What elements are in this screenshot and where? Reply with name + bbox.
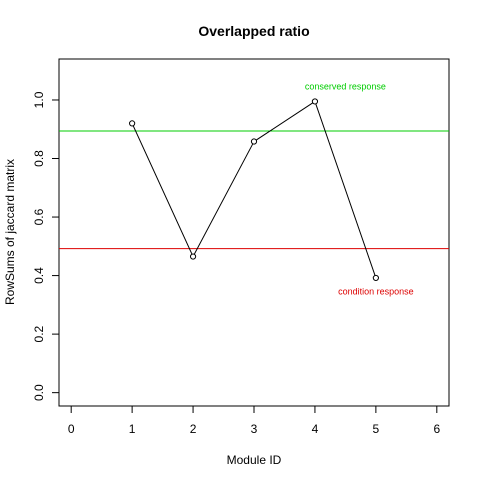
x-tick-label: 3 bbox=[251, 422, 258, 436]
y-tick-label: 0.2 bbox=[32, 325, 46, 342]
x-tick-label: 6 bbox=[433, 422, 440, 436]
chart-title: Overlapped ratio bbox=[198, 23, 309, 39]
reference-line-label: condition response bbox=[338, 287, 414, 297]
y-tick-label: 0.6 bbox=[32, 208, 46, 225]
data-point bbox=[372, 274, 379, 282]
series-line bbox=[131, 100, 377, 279]
data-point bbox=[250, 138, 258, 145]
y-tick-label: 0.0 bbox=[32, 384, 46, 401]
x-tick-label: 1 bbox=[129, 422, 136, 436]
x-axis-label: Module ID bbox=[227, 453, 282, 467]
y-tick-label: 1.0 bbox=[32, 91, 46, 108]
data-point bbox=[189, 253, 197, 260]
reference-line-label: conserved response bbox=[305, 82, 386, 92]
y-axis-label: RowSums of jaccard matrix bbox=[3, 159, 17, 305]
data-point bbox=[129, 120, 136, 127]
reference-lines: conserved response condition response bbox=[59, 82, 449, 297]
y-tick-label: 0.8 bbox=[32, 150, 46, 167]
x-tick-label: 0 bbox=[68, 422, 75, 436]
series-layer bbox=[129, 98, 379, 282]
y-axis: 0.0 0.2 0.4 0.6 0.8 1.0 bbox=[32, 91, 59, 401]
x-tick-label: 2 bbox=[190, 422, 197, 436]
y-tick-label: 0.4 bbox=[32, 267, 46, 284]
plot-frame bbox=[58, 58, 450, 407]
x-tick-label: 4 bbox=[312, 422, 319, 436]
x-tick-label: 5 bbox=[373, 422, 380, 436]
x-axis: 0 1 2 3 4 5 6 bbox=[68, 406, 440, 436]
data-point bbox=[311, 98, 319, 105]
